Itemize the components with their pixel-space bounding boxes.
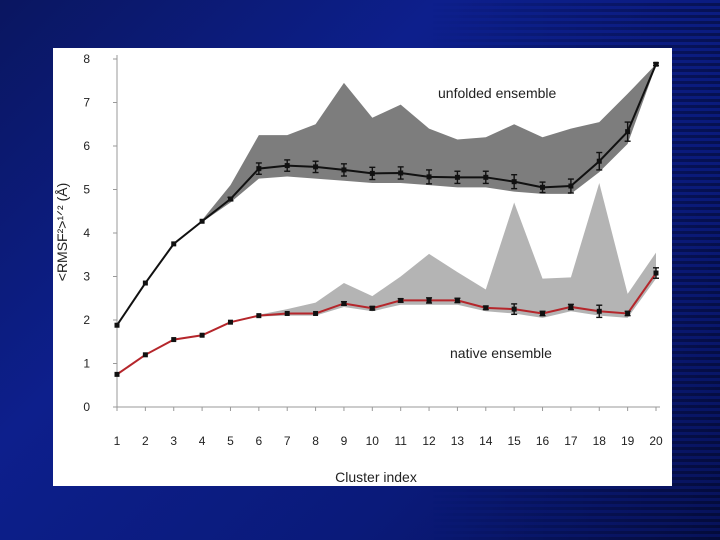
series-0-point [199,218,205,224]
series-1-point [114,371,120,377]
series-1-point [483,305,489,311]
series-0-point [341,167,347,173]
series-0-line [116,63,657,326]
y-tick-label: 2 [83,313,90,327]
series-0-point [171,241,177,247]
series-1-point [398,297,404,303]
y-axis-title: <RMSF²>¹ᐟ² (Å) [54,183,70,281]
series-0-point [426,174,432,180]
chart-panel: 0 1 2 3 4 5 6 7 8 1 2 3 4 5 6 7 8 9 10 11 12 13 14 15 16 17 18 19 20… [53,48,672,486]
y-tick-label: 8 [83,52,90,66]
series-0-point [227,196,233,202]
series-1-point [454,297,460,303]
x-tick-label: 19 [621,434,635,448]
series-0-point [284,163,290,169]
series-1-point [142,352,148,358]
x-tick-label: 20 [649,434,663,448]
bands-layer [117,64,656,375]
x-tick-label: 11 [394,434,407,448]
series-0-point [256,166,262,172]
x-tick-label: 4 [199,434,206,448]
y-tick-label: 7 [83,96,90,110]
y-tick-label: 5 [83,183,90,197]
y-tick-label: 6 [83,139,90,153]
series-1-point [596,308,602,314]
x-tick-label: 1 [114,434,121,448]
series-0-point [568,183,574,189]
x-tick-label: 16 [536,434,550,448]
series-1-point [369,305,375,311]
y-tick-label: 3 [83,270,90,284]
series-1-point [625,310,631,316]
x-tick-label: 7 [284,434,291,448]
x-tick-label: 5 [227,434,234,448]
series-0-point [596,158,602,164]
series-layer [114,61,659,377]
series-0-point [483,174,489,180]
series-0-point [398,170,404,176]
y-tick-label: 1 [83,357,90,371]
series-1-point [284,310,290,316]
series-1-point [341,300,347,306]
series-0-point [653,61,659,67]
series-0-point [313,164,319,170]
series-1-point [568,304,574,310]
x-tick-label: 12 [422,434,436,448]
series-1-point [313,310,319,316]
x-tick-label: 6 [255,434,262,448]
x-tick-label: 14 [479,434,493,448]
x-tick-label: 8 [312,434,319,448]
series-1-point [426,297,432,303]
x-tick-label: 15 [507,434,521,448]
series-0-point [511,179,517,185]
x-tick-label: 13 [451,434,465,448]
series-0-point [369,170,375,176]
series-1-point [227,319,233,325]
x-tick-label: 3 [170,434,177,448]
x-tick-label: 10 [366,434,380,448]
series-1-point [199,332,205,338]
series-1-point [171,337,177,343]
annotation-unfolded-ensemble: unfolded ensemble [438,85,557,101]
series-1-point [540,310,546,316]
x-tick-label: 17 [564,434,578,448]
series-0-point [454,174,460,180]
x-axis-title: Cluster index [335,469,417,485]
x-tick-label: 9 [341,434,348,448]
annotation-native-ensemble: native ensemble [450,345,552,361]
series-1-line [116,272,657,376]
y-tick-label: 0 [83,400,90,414]
series-0-band [117,64,656,326]
x-tick-label: 2 [142,434,149,448]
series-0-point [142,280,148,286]
series-1-point [511,306,517,312]
x-tick-label: 18 [593,434,607,448]
series-1-point [256,313,262,319]
series-0-point [114,322,120,328]
series-0-point [625,129,631,135]
y-tick-label: 4 [83,226,90,240]
series-1-point [653,270,659,276]
series-1-band [117,182,656,375]
series-0-point [540,184,546,190]
